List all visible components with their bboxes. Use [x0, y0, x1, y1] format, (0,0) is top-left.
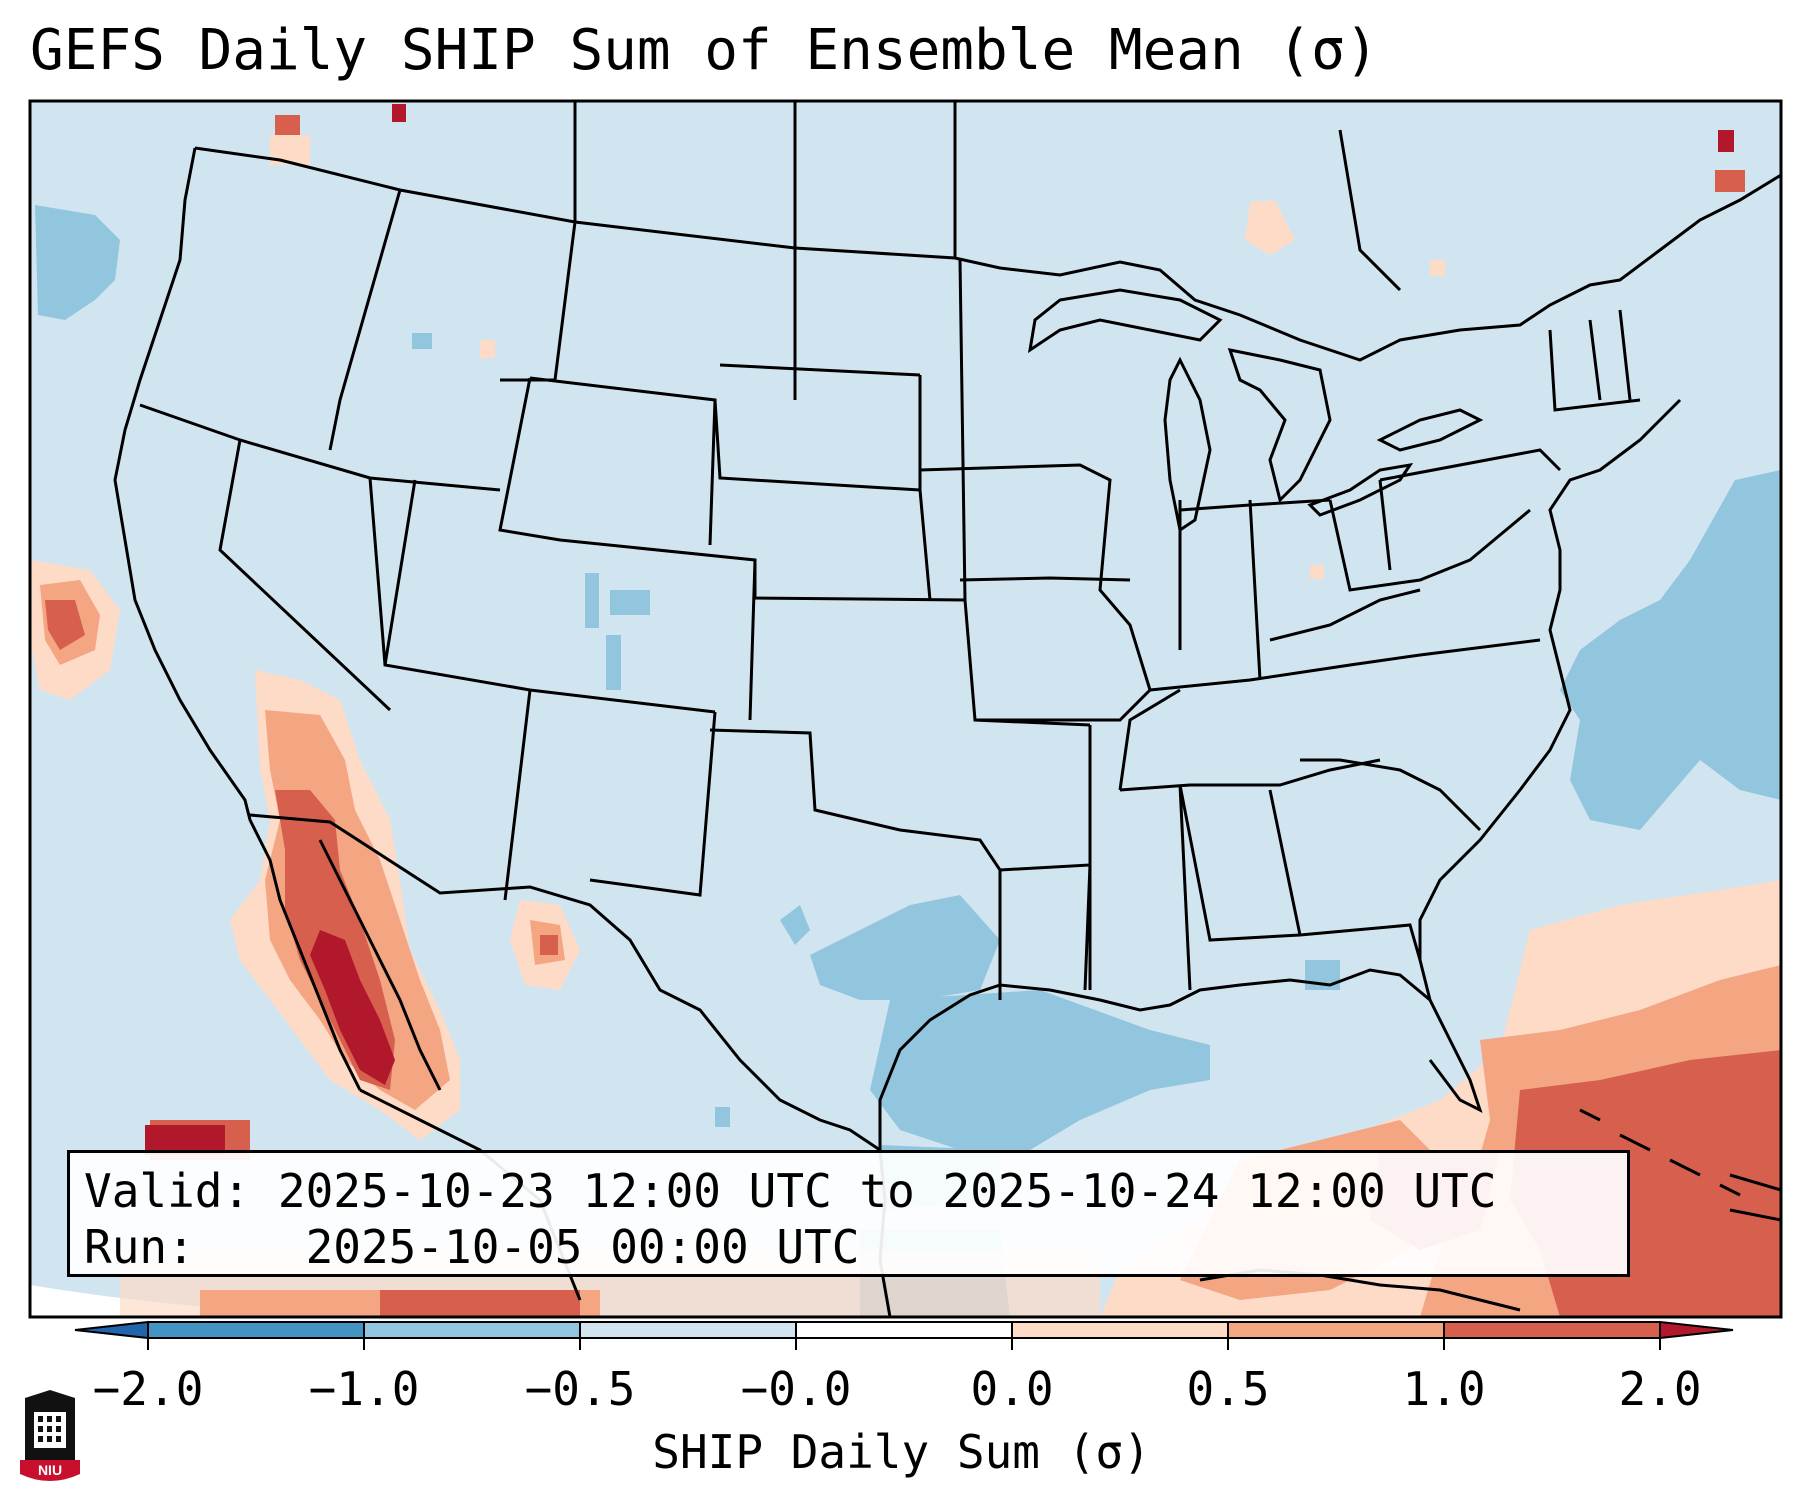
colorbar-tick-label: 0.5 [1186, 1362, 1270, 1416]
colorbar-label: SHIP Daily Sum (σ) [652, 1425, 1151, 1479]
colorbar-segment [147, 1321, 365, 1339]
colorbar-extend-high [1659, 1320, 1734, 1340]
map-title: GEFS Daily SHIP Sum of Ensemble Mean (σ) [30, 18, 1379, 83]
boundaries [113, 101, 1781, 1317]
colorbar-segment [1227, 1321, 1445, 1339]
colorbar-tick-label: −0.5 [524, 1362, 636, 1416]
svg-text:NIU: NIU [38, 1462, 62, 1478]
colorbar-segment [579, 1321, 797, 1339]
colorbar-tick-label: 1.0 [1402, 1362, 1486, 1416]
colorbar-tick-label: −0.0 [740, 1362, 852, 1416]
colorbar-segment [363, 1321, 581, 1339]
run-value: 2025-10-05 00:00 UTC [305, 1220, 860, 1274]
colorbar-extend-low [74, 1320, 149, 1340]
colorbar-ticks [147, 1338, 1661, 1350]
colorbar-tick-label: 0.0 [970, 1362, 1054, 1416]
colorbar-tick-label: −1.0 [308, 1362, 420, 1416]
valid-value: 2025-10-23 12:00 UTC to 2025-10-24 12:00… [277, 1164, 1497, 1218]
valid-label: Valid: [84, 1164, 251, 1218]
colorbar-segment [795, 1321, 1013, 1339]
run-label: Run: [84, 1220, 195, 1274]
validity-info-box: Valid: 2025-10-23 12:00 UTC to 2025-10-2… [67, 1150, 1630, 1277]
colorbar-tick-label: −2.0 [92, 1362, 204, 1416]
map-field [30, 101, 1781, 1317]
colorbar-segment [1443, 1321, 1661, 1339]
niu-logo: NIU [20, 1390, 80, 1489]
colorbar [74, 1320, 1734, 1350]
colorbar-tick-label: 2.0 [1618, 1362, 1702, 1416]
map-frame [28, 99, 1783, 1319]
colorbar-segment [1011, 1321, 1229, 1339]
